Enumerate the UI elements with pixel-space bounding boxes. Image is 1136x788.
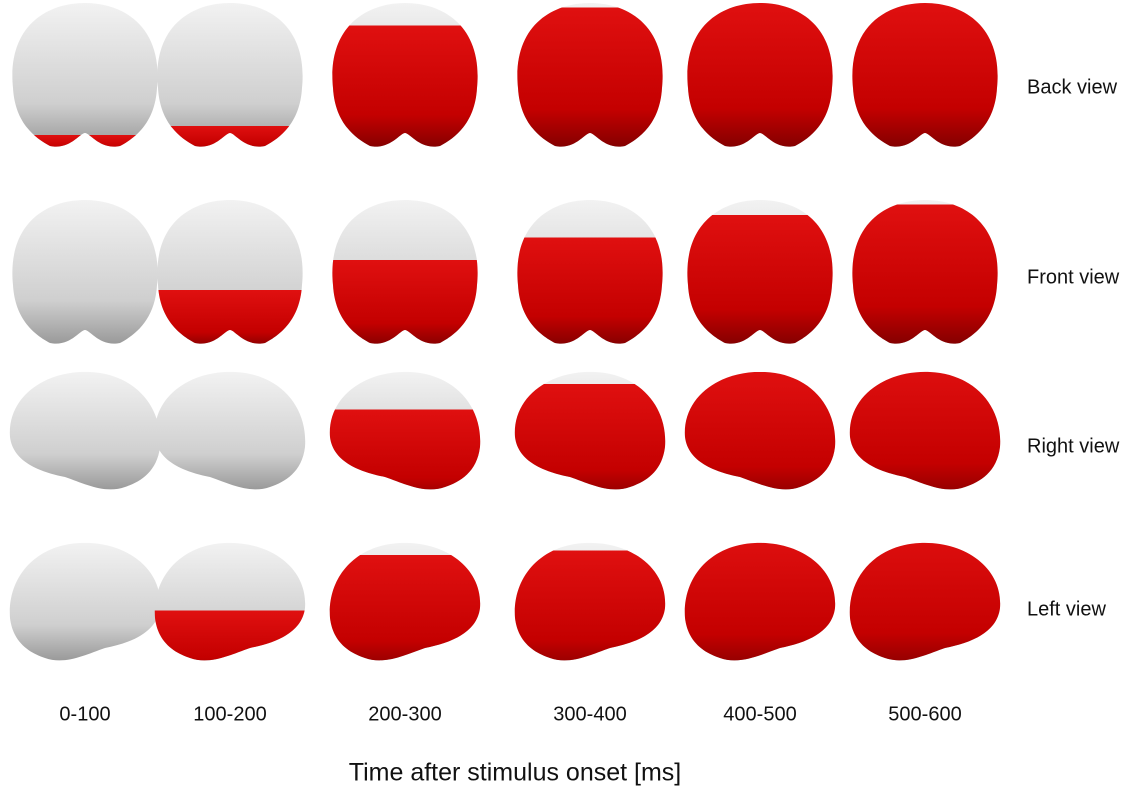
brain: [510, 543, 670, 678]
activation: [680, 372, 840, 507]
brain: [5, 543, 165, 678]
activation: [510, 238, 670, 351]
brain-surface: [157, 3, 302, 147]
column-label: 0-100: [59, 703, 110, 725]
brain: [325, 200, 485, 350]
brain: [845, 3, 1005, 153]
activation: [150, 495, 310, 507]
activation: [680, 3, 840, 153]
brain: [150, 543, 310, 678]
activation: [510, 551, 670, 679]
activation: [845, 528, 1005, 678]
column-label: 100-200: [193, 703, 266, 725]
activation: [845, 362, 1005, 508]
brain: [845, 528, 1005, 678]
activation: [325, 260, 485, 350]
activation: [845, 205, 1005, 351]
brain-surface: [155, 372, 305, 489]
brain-surface: [10, 543, 160, 660]
brain: [150, 200, 310, 350]
row-label: Left view: [1027, 598, 1106, 620]
brain: [5, 3, 165, 153]
activation: [325, 555, 485, 678]
brain: [510, 200, 670, 350]
column-label: 400-500: [723, 703, 796, 725]
activation: [510, 384, 670, 507]
activation: [680, 533, 840, 679]
brain: [680, 200, 840, 350]
brain: [510, 3, 670, 153]
column-label: 200-300: [368, 703, 441, 725]
activation: [150, 126, 310, 153]
brain: [150, 3, 310, 153]
brain: [325, 372, 485, 507]
brain-grid: [5, 3, 1005, 678]
activation: [325, 26, 485, 154]
activation: [325, 410, 485, 508]
activation: [150, 290, 310, 350]
column-label: 300-400: [553, 703, 626, 725]
activation: [5, 671, 165, 679]
activation: [510, 8, 670, 154]
brain: [680, 372, 840, 507]
figure: Time after stimulus onset [ms] Back view…: [0, 0, 1136, 788]
activation: [150, 611, 310, 679]
brain: [680, 3, 840, 153]
row-label: Right view: [1027, 435, 1120, 457]
brain: [510, 372, 670, 507]
brain: [12, 200, 157, 344]
brain: [680, 533, 840, 679]
row-label: Front view: [1027, 266, 1120, 288]
brain: [845, 362, 1005, 508]
brain-surface: [12, 3, 157, 147]
activation: [5, 135, 165, 153]
brain-surface: [12, 200, 157, 344]
brain: [150, 372, 310, 507]
column-label: 500-600: [888, 703, 961, 725]
row-label: Back view: [1027, 76, 1118, 98]
brain-surface: [10, 372, 160, 489]
activation: [680, 215, 840, 350]
brain: [10, 372, 160, 489]
brain: [325, 543, 485, 678]
brain: [325, 3, 485, 153]
brain: [845, 200, 1005, 350]
activation: [845, 3, 1005, 153]
axis-title: Time after stimulus onset [ms]: [349, 759, 682, 787]
